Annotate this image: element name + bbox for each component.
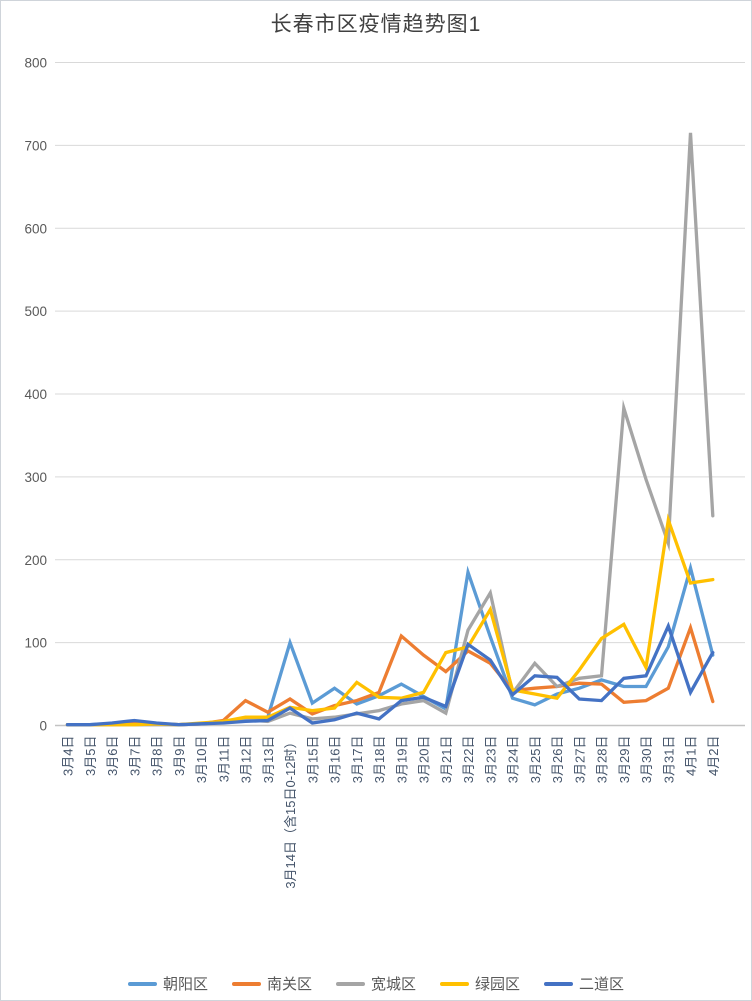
x-tick-label: 3月22日 bbox=[461, 736, 476, 784]
chart-title: 长春市区疫情趋势图1 bbox=[270, 13, 482, 36]
x-tick-label: 3月30日 bbox=[639, 736, 654, 784]
x-tick-label: 3月29日 bbox=[617, 736, 632, 784]
legend-item: 绿园区 bbox=[440, 973, 520, 994]
x-tick-label: 3月13日 bbox=[261, 736, 276, 784]
y-tick-label: 600 bbox=[24, 221, 47, 236]
x-tick-label: 3月11日 bbox=[216, 736, 231, 783]
legend-line-swatch bbox=[440, 981, 469, 986]
x-tick-label: 3月14日（含15日0-12时） bbox=[283, 736, 298, 889]
x-tick-label: 3月19日 bbox=[394, 736, 409, 784]
x-tick-label: 3月7日 bbox=[127, 736, 142, 776]
legend-item: 南关区 bbox=[231, 973, 312, 994]
legend-label: 南关区 bbox=[266, 976, 312, 993]
x-tick-label: 3月31日 bbox=[661, 736, 676, 784]
legend-label: 宽城区 bbox=[370, 976, 416, 993]
x-tick-label: 3月6日 bbox=[105, 736, 120, 776]
y-tick-label: 500 bbox=[24, 304, 47, 319]
legend-label: 朝阳区 bbox=[162, 976, 208, 993]
x-tick-label: 3月5日 bbox=[83, 736, 98, 776]
x-tick-label: 3月17日 bbox=[350, 736, 365, 784]
x-tick-label: 3月16日 bbox=[328, 736, 343, 784]
x-tick-label: 3月26日 bbox=[550, 736, 565, 784]
series-line-朝阳区 bbox=[65, 561, 715, 727]
series-line-宽城区 bbox=[65, 132, 715, 727]
legend-item: 宽城区 bbox=[335, 973, 416, 994]
series-line-二道区 bbox=[65, 621, 715, 727]
y-tick-label: 800 bbox=[24, 56, 47, 71]
x-tick-label: 4月1日 bbox=[684, 736, 699, 776]
x-tick-label: 3月23日 bbox=[483, 736, 498, 784]
x-tick-label: 3月28日 bbox=[595, 736, 610, 784]
x-tick-label: 3月12日 bbox=[239, 736, 254, 784]
chart-legend: 朝阳区 南关区 宽城区 绿园区 二道区 bbox=[1, 973, 751, 994]
y-tick-label: 100 bbox=[24, 636, 47, 651]
x-tick-label: 3月9日 bbox=[172, 736, 187, 776]
y-tick-label: 0 bbox=[39, 719, 47, 734]
y-tick-label: 200 bbox=[24, 553, 47, 568]
line-chart-svg: 0 100 200 300 400 500 600 700 800 3月4日 3月5日 3月6日 3月7… bbox=[24, 56, 745, 889]
y-tick-label: 700 bbox=[24, 138, 47, 153]
legend-line-swatch bbox=[335, 981, 365, 986]
x-tick-label: 3月27日 bbox=[572, 736, 587, 784]
y-tick-label: 400 bbox=[24, 387, 47, 402]
legend-line-swatch bbox=[231, 981, 261, 986]
x-tick-label: 3月21日 bbox=[439, 736, 454, 784]
x-tick-label: 3月10日 bbox=[194, 736, 209, 784]
x-tick-label: 3月25日 bbox=[528, 736, 543, 784]
x-tick-label: 3月15日 bbox=[305, 736, 320, 784]
legend-item: 朝阳区 bbox=[127, 973, 208, 994]
y-tick-label: 300 bbox=[24, 470, 47, 485]
legend-label: 二道区 bbox=[579, 976, 625, 993]
x-tick-label: 3月24日 bbox=[506, 736, 521, 784]
legend-label: 绿园区 bbox=[475, 976, 521, 993]
x-tick-label: 3月4日 bbox=[61, 736, 76, 776]
legend-line-swatch bbox=[127, 981, 157, 986]
legend-line-swatch bbox=[544, 981, 574, 986]
legend-item: 二道区 bbox=[544, 973, 624, 994]
x-tick-label: 3月20日 bbox=[417, 736, 432, 784]
x-tick-label: 4月2日 bbox=[706, 736, 721, 776]
x-tick-label: 3月18日 bbox=[372, 736, 387, 784]
x-tick-label: 3月8日 bbox=[150, 736, 165, 776]
